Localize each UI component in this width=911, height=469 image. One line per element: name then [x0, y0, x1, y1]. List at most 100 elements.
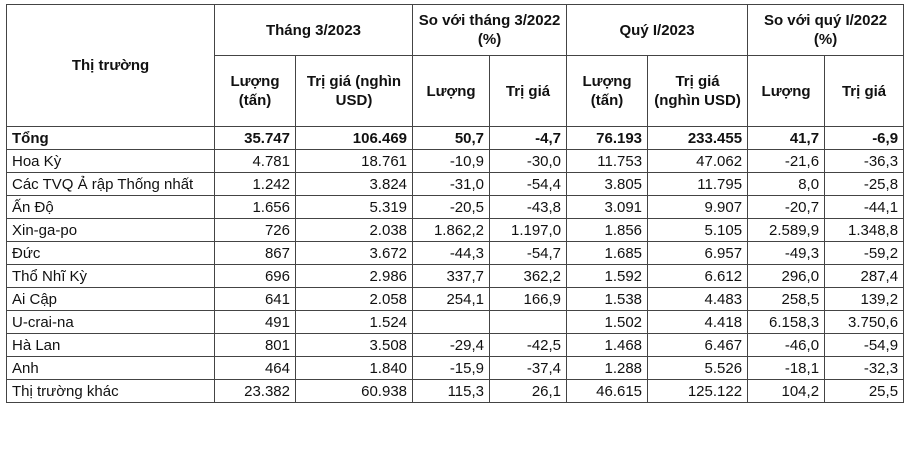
cell-value: 6.612	[647, 264, 749, 288]
cell-value: -32,3	[824, 356, 905, 380]
table-row: Ai Cập 641 2.058 254,1 166,9 1.538 4.483 258,5 1…	[6, 287, 905, 311]
cell-value: 50,7	[412, 126, 491, 150]
cell-value: 25,5	[824, 379, 905, 403]
table-row: Hoa Kỳ 4.781 18.761 -10,9 -30,0 11.753 47.062-…	[6, 149, 905, 173]
cell-value: 258,5	[747, 287, 826, 311]
cell-value: 1.862,2	[412, 218, 491, 242]
header-quantity-pct: Lượng	[412, 55, 491, 127]
cell-value: -44,1	[824, 195, 905, 219]
header-value: Trị giá (nghìn USD)	[294, 55, 414, 127]
table-row: Thị trường khác 23.382 60.938 115,3 26,1 46.6…	[6, 379, 905, 403]
cell-value: 11.795	[647, 172, 749, 196]
header-group-quarter-compare: So với quý I/2022 (%)	[747, 4, 905, 56]
cell-value: 464	[214, 356, 296, 380]
cell-value: 1.856	[566, 218, 649, 242]
cell-value	[489, 310, 568, 334]
header-value-pct: Trị giá	[489, 55, 568, 127]
table-row: U-crai-na 491 1.524 1.502 4.418 6.158,3 3.750,…	[6, 310, 905, 334]
cell-value: 5.526	[647, 356, 749, 380]
cell-value: 696	[214, 264, 296, 288]
cell-value: 1.524	[294, 310, 414, 334]
cell-market: Tổng	[6, 126, 215, 150]
cell-value: 23.382	[214, 379, 296, 403]
cell-value: -46,0	[747, 333, 826, 357]
cell-value: -29,4	[412, 333, 491, 357]
cell-market: Các TVQ Ả rập Thống nhất	[6, 172, 215, 196]
cell-value: 6.957	[647, 241, 749, 265]
cell-value: 76.193	[566, 126, 649, 150]
table-row: Hà Lan 801 3.508 -29,4 -42,5 1.468 6.467 -46,0-…	[6, 333, 905, 357]
cell-value: -36,3	[824, 149, 905, 173]
cell-value: -25,8	[824, 172, 905, 196]
cell-value: -54,4	[489, 172, 568, 196]
cell-value: -6,9	[824, 126, 905, 150]
table-row: Anh 464 1.840 -15,9 -37,4 1.288 5.526 -18,1 -32,…	[6, 356, 905, 380]
cell-value	[412, 310, 491, 334]
table-row: Ấn Độ 1.656 5.319 -20,5 -43,8 3.091 9.907 -20,7…	[6, 195, 905, 219]
header-value: Trị giá (nghìn USD)	[647, 55, 749, 127]
cell-value: 1.840	[294, 356, 414, 380]
header-quantity: Lượng (tấn)	[214, 55, 296, 127]
cell-market: Ấn Độ	[6, 195, 215, 219]
cell-value: -4,7	[489, 126, 568, 150]
cell-value: 125.122	[647, 379, 749, 403]
cell-value: 26,1	[489, 379, 568, 403]
cell-market: Đức	[6, 241, 215, 265]
cell-value: 3.091	[566, 195, 649, 219]
cell-value: 337,7	[412, 264, 491, 288]
cell-value: 115,3	[412, 379, 491, 403]
cell-market: Xin-ga-po	[6, 218, 215, 242]
cell-value: -20,5	[412, 195, 491, 219]
cell-value: -54,7	[489, 241, 568, 265]
cell-value: 4.418	[647, 310, 749, 334]
cell-value: 641	[214, 287, 296, 311]
cell-market: Anh	[6, 356, 215, 380]
header-value-pct: Trị giá	[824, 55, 905, 127]
cell-value: 166,9	[489, 287, 568, 311]
cell-value: 60.938	[294, 379, 414, 403]
table-row: Thổ Nhĩ Kỳ 696 2.986 337,7 362,2 1.592 6.612 29…	[6, 264, 905, 288]
cell-value: 1.538	[566, 287, 649, 311]
header-market: Thị trường	[6, 4, 215, 127]
cell-value: 18.761	[294, 149, 414, 173]
cell-value: 11.753	[566, 149, 649, 173]
header-group-month: Tháng 3/2023	[213, 4, 414, 56]
cell-value: 6.158,3	[747, 310, 826, 334]
cell-value: 5.319	[294, 195, 414, 219]
cell-value: 362,2	[489, 264, 568, 288]
table-row: Xin-ga-po 726 2.038 1.862,2 1.197,0 1.856 5.10…	[6, 218, 905, 242]
cell-value: 1.468	[566, 333, 649, 357]
cell-value: 9.907	[647, 195, 749, 219]
cell-value: 1.685	[566, 241, 649, 265]
table-row: Đức 867 3.672 -44,3 -54,7 1.685 6.957 -49,3 -59,…	[6, 241, 905, 265]
cell-value: -37,4	[489, 356, 568, 380]
cell-value: 1.242	[214, 172, 296, 196]
cell-value: 726	[214, 218, 296, 242]
cell-value: 104,2	[747, 379, 826, 403]
cell-value: 2.038	[294, 218, 414, 242]
cell-value: 4.483	[647, 287, 749, 311]
cell-value: 287,4	[824, 264, 905, 288]
cell-value: 296,0	[747, 264, 826, 288]
cell-market: Ai Cập	[6, 287, 215, 311]
cell-value: -59,2	[824, 241, 905, 265]
cell-value: 2.058	[294, 287, 414, 311]
cell-value: 35.747	[214, 126, 296, 150]
cell-value: -30,0	[489, 149, 568, 173]
cell-value: 254,1	[412, 287, 491, 311]
cell-value: -18,1	[747, 356, 826, 380]
table-row: Các TVQ Ả rập Thống nhất 1.242 3.824 -31,0-…	[6, 172, 905, 196]
table-row-total: Tổng 35.747 106.469 50,7 -4,7 76.193 233.455 41…	[6, 126, 905, 150]
cell-value: 1.288	[566, 356, 649, 380]
cell-value: -49,3	[747, 241, 826, 265]
cell-value: 139,2	[824, 287, 905, 311]
cell-value: -31,0	[412, 172, 491, 196]
cell-market: Thổ Nhĩ Kỳ	[6, 264, 215, 288]
header-group-month-compare: So với tháng 3/2022 (%)	[412, 4, 568, 56]
cell-value: 46.615	[566, 379, 649, 403]
cell-value: 1.592	[566, 264, 649, 288]
cell-value: 2.986	[294, 264, 414, 288]
cell-value: 6.467	[647, 333, 749, 357]
cell-value: 1.197,0	[489, 218, 568, 242]
cell-value: -54,9	[824, 333, 905, 357]
